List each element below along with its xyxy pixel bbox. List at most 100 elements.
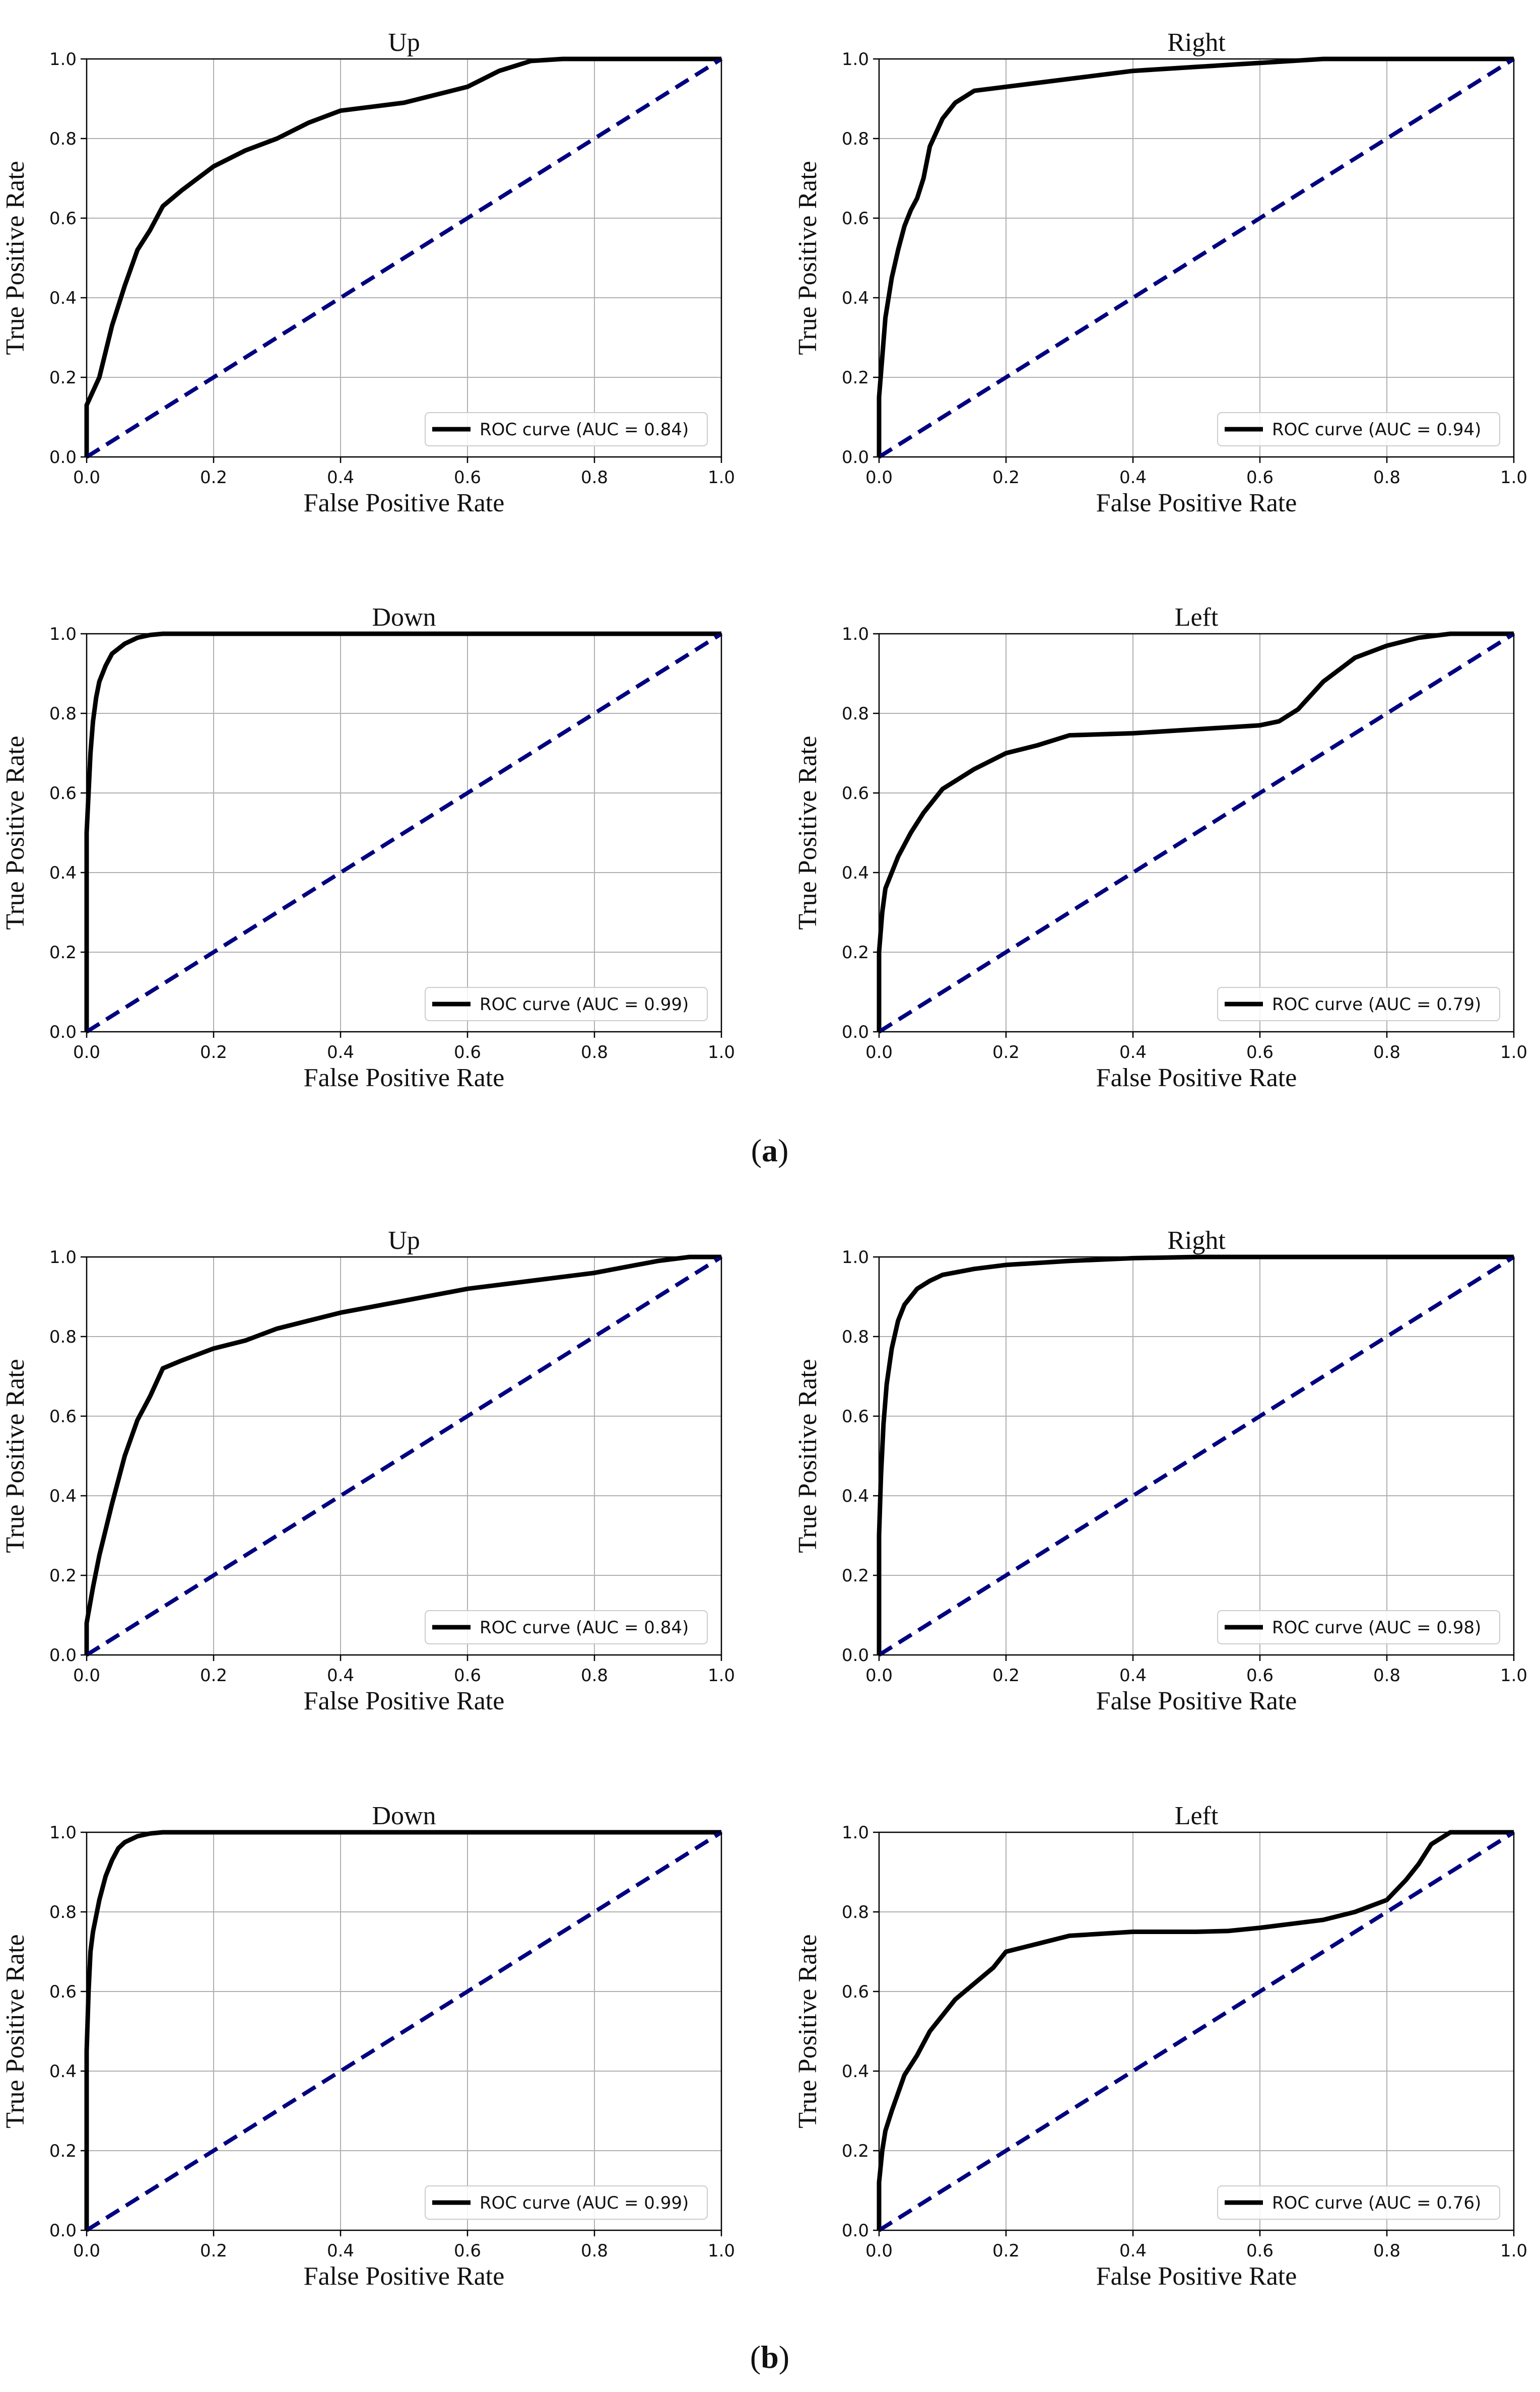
legend-label: ROC curve (AUC = 0.79) xyxy=(1272,994,1481,1015)
chart-title: Right xyxy=(1167,28,1226,57)
y-tick-label: 0.6 xyxy=(49,209,77,229)
chance-diagonal-line xyxy=(878,57,1515,459)
y-axis-label: True Positive Rate xyxy=(1,736,30,929)
y-tick-label: 1.0 xyxy=(842,624,869,644)
roc-curve-line xyxy=(877,56,1514,457)
y-axis-label: True Positive Rate xyxy=(793,161,822,355)
legend-box xyxy=(425,987,708,1021)
roc-chart-b-down: 0.0 0.2 0.4 0.6 0.8 1.0 0.0 0.2 0.4 0.6 0.8 1.0 Down… xyxy=(1,1802,735,2291)
y-tick-label: 1.0 xyxy=(49,1823,77,1843)
x-tick-label: 1.0 xyxy=(1500,468,1527,488)
y-tick-label: 1.0 xyxy=(842,1823,869,1843)
legend-box xyxy=(1217,2185,1500,2220)
x-tick-label: 0.0 xyxy=(73,1042,100,1062)
y-axis-label: True Positive Rate xyxy=(793,1359,822,1553)
y-tick-label: 1.0 xyxy=(49,1247,77,1268)
x-tick-label: 0.2 xyxy=(200,2241,227,2261)
x-tick-label: 0.2 xyxy=(200,468,227,488)
legend-box xyxy=(425,412,708,446)
y-tick-label: 0.4 xyxy=(49,288,77,308)
y-tick-label: 0.4 xyxy=(842,288,869,308)
legend-label: ROC curve (AUC = 0.76) xyxy=(1272,2193,1481,2213)
x-tick-label: 0.8 xyxy=(581,1666,608,1686)
x-axis-label: False Positive Rate xyxy=(304,1064,505,1092)
y-tick-label: 0.8 xyxy=(842,1327,869,1347)
x-tick-label: 0.8 xyxy=(581,468,608,488)
y-tick-label: 0.6 xyxy=(842,1982,869,2002)
x-axis-label: False Positive Rate xyxy=(1096,1064,1297,1092)
chance-diagonal-line xyxy=(85,1255,723,1657)
y-tick-label: 0.0 xyxy=(842,1645,869,1666)
x-tick-label: 0.2 xyxy=(200,1666,227,1686)
chance-diagonal-line xyxy=(85,57,723,459)
chart-title: Right xyxy=(1167,1226,1226,1255)
legend-box xyxy=(1217,987,1500,1021)
roc-chart-b-left: 0.0 0.2 0.4 0.6 0.8 1.0 0.0 0.2 0.4 0.6 0.8 1.0 Left… xyxy=(793,1802,1527,2291)
y-tick-label: 0.6 xyxy=(49,783,77,804)
legend-box xyxy=(1217,1610,1500,1644)
roc-chart-a-down: 0.0 0.2 0.4 0.6 0.8 1.0 0.0 0.2 0.4 0.6 0.8 1.0 Down… xyxy=(1,603,735,1092)
x-tick-label: 1.0 xyxy=(708,1666,735,1686)
roc-chart-b-up: 0.0 0.2 0.4 0.6 0.8 1.0 0.0 0.2 0.4 0.6 0.8 1.0 Up Fa… xyxy=(1,1226,735,1715)
plot-frame xyxy=(86,58,722,458)
chart-title: Up xyxy=(388,1226,420,1255)
x-tick-label: 0.8 xyxy=(581,1042,608,1062)
plot-frame xyxy=(86,633,722,1033)
y-tick-label: 0.6 xyxy=(842,783,869,804)
y-tick-label: 1.0 xyxy=(49,49,77,70)
y-tick-label: 0.0 xyxy=(49,1022,77,1042)
x-tick-label: 0.6 xyxy=(1246,468,1274,488)
x-tick-label: 0.2 xyxy=(992,2241,1020,2261)
x-tick-label: 0.6 xyxy=(454,2241,481,2261)
y-tick-label: 0.4 xyxy=(842,1486,869,1506)
x-tick-label: 1.0 xyxy=(1500,1042,1527,1062)
y-tick-label: 0.8 xyxy=(842,704,869,724)
y-tick-label: 0.2 xyxy=(49,368,77,388)
roc-chart-b-right: 0.0 0.2 0.4 0.6 0.8 1.0 0.0 0.2 0.4 0.6 0.8 1.0 Righ… xyxy=(793,1226,1527,1715)
roc-curve-line xyxy=(877,631,1514,1032)
y-tick-label: 0.8 xyxy=(49,129,77,149)
y-axis-label: True Positive Rate xyxy=(1,161,30,355)
panel-label-a-letter: a xyxy=(762,1133,778,1168)
legend-box xyxy=(425,2185,708,2220)
y-tick-label: 0.4 xyxy=(49,1486,77,1506)
panel-label-b-letter: b xyxy=(761,2339,779,2375)
chart-title: Left xyxy=(1175,603,1219,632)
y-axis-label: True Positive Rate xyxy=(1,1359,30,1553)
x-tick-label: 0.0 xyxy=(73,2241,100,2261)
x-tick-label: 1.0 xyxy=(708,468,735,488)
y-tick-label: 0.2 xyxy=(842,368,869,388)
roc-chart-a-up: 0.0 0.2 0.4 0.6 0.8 1.0 0.0 0.2 0.4 0.6 0.8 1.0 Up Fa… xyxy=(1,28,735,517)
chart-title: Down xyxy=(372,603,436,632)
legend-label: ROC curve (AUC = 0.98) xyxy=(1272,1618,1481,1638)
chart-title: Down xyxy=(372,1802,436,1830)
x-tick-label: 0.8 xyxy=(1373,2241,1400,2261)
x-tick-label: 1.0 xyxy=(708,2241,735,2261)
plot-frame xyxy=(878,58,1515,458)
plot-frame xyxy=(878,1831,1515,2231)
x-tick-label: 0.8 xyxy=(1373,1042,1400,1062)
x-tick-label: 0.0 xyxy=(865,1666,893,1686)
panel-label-b: (b) xyxy=(750,2339,789,2375)
x-tick-label: 0.4 xyxy=(327,2241,354,2261)
x-tick-label: 0.2 xyxy=(992,1666,1020,1686)
legend-label: ROC curve (AUC = 0.99) xyxy=(480,2193,689,2213)
x-tick-label: 0.4 xyxy=(327,1042,354,1062)
chance-diagonal-line xyxy=(85,632,723,1034)
x-tick-label: 0.2 xyxy=(992,468,1020,488)
roc-chart-a-left: 0.0 0.2 0.4 0.6 0.8 1.0 0.0 0.2 0.4 0.6 0.8 1.0 Left… xyxy=(793,603,1527,1092)
plot-frame xyxy=(878,1256,1515,1656)
y-tick-label: 0.0 xyxy=(49,447,77,468)
y-tick-label: 0.4 xyxy=(49,863,77,883)
x-tick-label: 0.6 xyxy=(454,468,481,488)
y-axis-label: True Positive Rate xyxy=(793,736,822,929)
plot-frame xyxy=(86,1256,722,1656)
y-tick-label: 0.0 xyxy=(842,447,869,468)
y-tick-label: 0.2 xyxy=(49,943,77,963)
x-tick-label: 0.6 xyxy=(1246,1042,1274,1062)
x-tick-label: 0.0 xyxy=(865,2241,893,2261)
y-tick-label: 0.4 xyxy=(49,2062,77,2082)
plot-frame xyxy=(878,633,1515,1033)
x-axis-label: False Positive Rate xyxy=(304,489,505,517)
x-tick-label: 1.0 xyxy=(1500,2241,1527,2261)
